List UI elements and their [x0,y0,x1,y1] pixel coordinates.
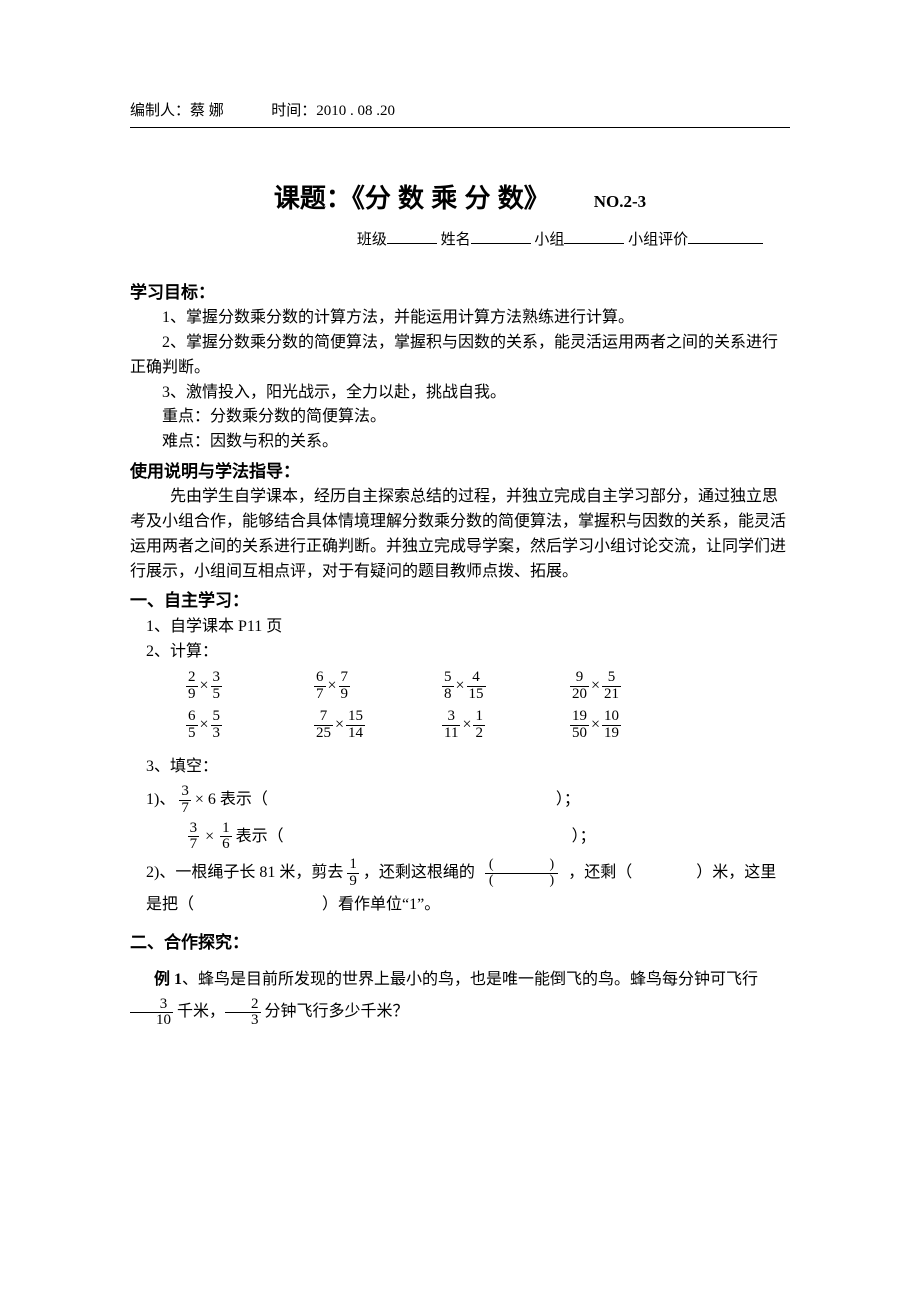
group-label: 小组 [534,232,564,248]
author-label: 编制人：蔡 娜 [130,103,224,119]
class-label: 班级 [357,232,387,248]
usage-heading: 使用说明与学法指导： [130,459,790,485]
example-1: 例 1、蜂鸟是目前所发现的世界上最小的鸟，也是唯一能倒飞的鸟。蜂鸟每分钟可飞行 … [130,964,790,1029]
lesson-number: NO.2-3 [594,192,646,211]
self-study-item2: 2、计算： [130,640,790,665]
calc-cell: 67×79 [314,670,402,703]
group-eval-blank[interactable] [688,229,763,244]
class-blank[interactable] [387,229,437,244]
difficult-point: 难点：因数与积的关系。 [130,430,790,455]
calc-cell: 29×35 [186,670,274,703]
name-blank[interactable] [471,229,531,244]
name-label: 姓名 [441,232,471,248]
self-study-item3: 3、填空： [130,755,790,780]
calc-cell: 920×521 [570,670,658,703]
fill-blank-1: 1)、 37 × 6 表示（ ）； [130,784,790,817]
title-block: 课题：《分 数 乘 分 数》 NO.2-3 [130,178,790,218]
key-point: 重点：分数乘分数的简便算法。 [130,405,790,430]
calc-cell: 58×415 [442,670,530,703]
self-study-item1: 1、自学课本 P11 页 [130,615,790,640]
lesson-title: 课题：《分 数 乘 分 数》 [274,183,550,213]
calc-cell: 725×1514 [314,709,402,742]
header: 编制人：蔡 娜 时间：2010 . 08 .20 [130,100,790,128]
example-label: 例 1 [154,971,182,988]
fraction-blank[interactable]: ( ) ( ) [485,858,558,888]
fill-blank-1b: 37 × 16 表示（ ）； [130,821,790,854]
calc-cell: 311×12 [442,709,530,742]
objective-1: 1、掌握分数乘分数的计算方法，并能运用计算方法熟练进行计算。 [130,306,790,331]
group-blank[interactable] [564,229,624,244]
objective-3: 3、激情投入，阳光战示，全力以赴，挑战自我。 [130,381,790,406]
calc-cell: 65×53 [186,709,274,742]
calc-cell: 1950×1019 [570,709,658,742]
calc-row-1: 29×35 67×79 58×415 920×521 [130,670,790,703]
calc-row-2: 65×53 725×1514 311×12 1950×1019 [130,709,790,742]
fill-blank-2: 2)、一根绳子长 81 米，剪去 19 ，还剩这根绳的 ( ) ( ) ，还剩（… [130,857,790,920]
objective-2: 2、掌握分数乘分数的简便算法，掌握积与因数的关系，能灵活运用两者之间的关系进行正… [130,331,790,381]
student-meta: 班级 姓名 小组 小组评价 [130,229,790,252]
objectives-heading: 学习目标： [130,280,790,306]
section2-heading: 二、合作探究： [130,930,790,956]
usage-paragraph: 先由学生自学课本，经历自主探索总结的过程，并独立完成自主学习部分，通过独立思考及… [130,485,790,584]
section1-heading: 一、自主学习： [130,588,790,614]
group-eval-label: 小组评价 [628,232,688,248]
time-label: 时间：2010 . 08 .20 [271,103,395,119]
